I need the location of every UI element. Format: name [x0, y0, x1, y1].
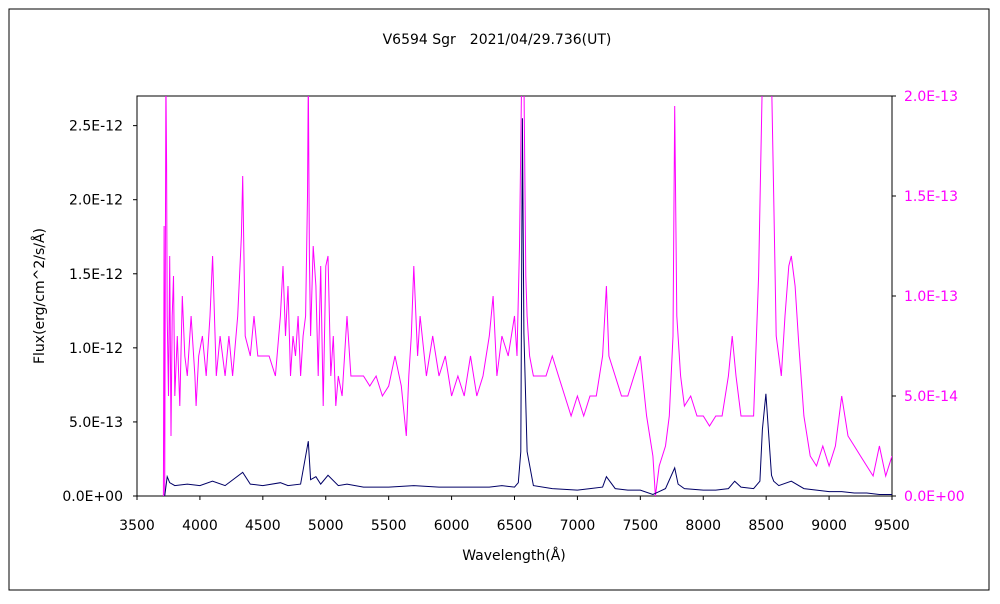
x-tick-label: 4000	[182, 518, 218, 534]
x-tick-label: 3500	[119, 518, 155, 534]
chart-title: V6594 Sgr 2021/04/29.736(UT)	[383, 32, 612, 48]
x-tick-label: 6500	[497, 518, 533, 534]
y-right-tick-label: 0.0E+00	[904, 489, 965, 505]
y-left-tick-label: 5.0E-13	[69, 415, 123, 431]
y-right-tick-label: 1.0E-13	[904, 289, 958, 305]
plot-area: 3500 4000 4500 5000 5500 6000 6500 7000 7500 8000…	[62, 89, 965, 534]
y-right-tick-label: 1.5E-13	[904, 189, 958, 205]
x-tick-label: 8500	[748, 518, 784, 534]
series-line-right-axis	[162, 96, 892, 496]
x-tick-label: 8000	[685, 518, 721, 534]
x-tick-label: 9500	[874, 518, 910, 534]
series-line-left-axis	[164, 118, 892, 496]
y-left-tick-label: 2.0E-12	[69, 193, 123, 209]
y-axis-label: Flux(erg/cm^2/s/Å)	[31, 228, 48, 364]
y-left-tick-label: 1.0E-12	[69, 341, 123, 357]
x-tick-label: 7500	[623, 518, 659, 534]
y-right-tick-label: 2.0E-13	[904, 89, 958, 105]
x-tick-label: 9000	[811, 518, 847, 534]
y-left-tick-label: 1.5E-12	[69, 267, 123, 283]
x-tick-label: 5000	[308, 518, 344, 534]
x-tick-label: 6000	[434, 518, 470, 534]
y-right-tick-label: 5.0E-14	[904, 389, 958, 405]
x-tick-label: 7000	[560, 518, 596, 534]
y-left-tick-label: 2.5E-12	[69, 119, 123, 135]
x-tick-label: 4500	[245, 518, 281, 534]
y-left-tick-label: 0.0E+00	[62, 489, 123, 505]
x-axis-label: Wavelength(Å)	[462, 547, 566, 564]
x-tick-label: 5500	[371, 518, 407, 534]
